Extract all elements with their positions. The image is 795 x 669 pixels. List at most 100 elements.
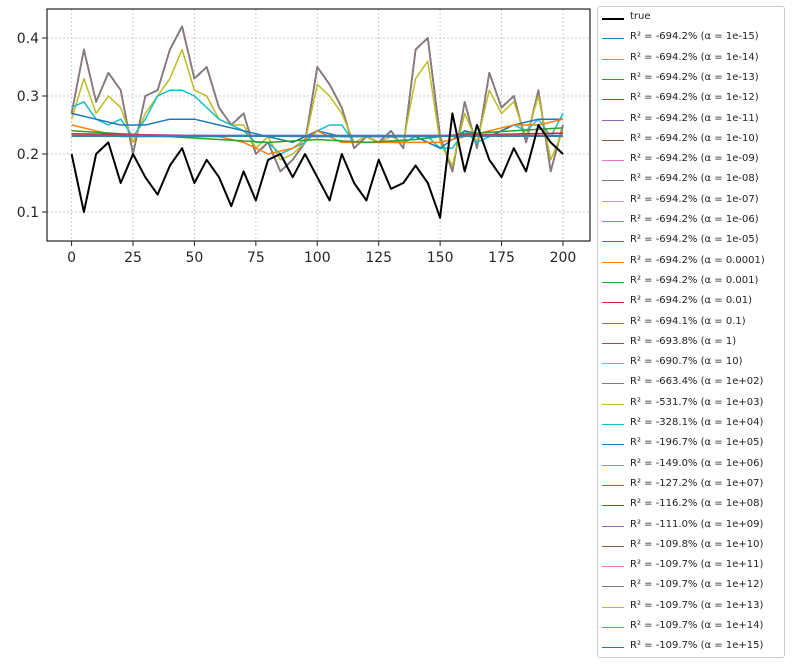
x-tick-label: 125 <box>365 250 392 266</box>
legend-entry: R² = -694.2% (α = 1e-06) <box>598 212 784 232</box>
legend-entry: true <box>598 9 784 29</box>
legend-label: R² = -109.8% (α = 1e+10) <box>630 538 764 550</box>
legend-entry: R² = -694.2% (α = 0.0001) <box>598 253 784 273</box>
legend-entry: R² = -694.2% (α = 1e-10) <box>598 131 784 151</box>
legend-label: R² = -694.2% (α = 1e-14) <box>630 51 759 63</box>
legend-swatch <box>602 586 624 588</box>
legend-label: R² = -694.2% (α = 0.01) <box>630 295 753 307</box>
legend-swatch <box>602 525 624 527</box>
legend-swatch <box>602 200 624 202</box>
y-tick-label: 0.3 <box>17 89 39 105</box>
legend-entry: R² = -694.2% (α = 0.01) <box>598 293 784 313</box>
legend-entry: R² = -109.8% (α = 1e+10) <box>598 537 784 557</box>
legend-label: R² = -196.7% (α = 1e+05) <box>630 437 764 449</box>
legend-swatch <box>602 119 624 121</box>
legend-label: R² = -694.2% (α = 0.001) <box>630 274 759 286</box>
legend-swatch <box>602 139 624 141</box>
legend-label: R² = -109.7% (α = 1e+14) <box>630 620 764 631</box>
legend-label: R² = -328.1% (α = 1e+04) <box>630 417 764 428</box>
legend-entry: R² = -149.0% (α = 1e+06) <box>598 456 784 476</box>
legend-entry: R² = -109.7% (α = 1e+12) <box>598 577 784 597</box>
legend-entry: R² = -328.1% (α = 1e+04) <box>598 415 784 435</box>
legend-label: R² = -531.7% (α = 1e+03) <box>630 396 764 408</box>
legend-entry: R² = -694.2% (α = 0.001) <box>598 273 784 293</box>
legend-label: R² = -109.7% (α = 1e+15) <box>630 640 764 652</box>
legend-entry: R² = -109.7% (α = 1e+11) <box>598 557 784 577</box>
x-tick-label: 175 <box>488 250 515 266</box>
legend-label: R² = -690.7% (α = 10) <box>630 356 743 368</box>
legend-swatch <box>602 18 624 20</box>
legend: true R² = -694.2% (α = 1e-15) R² = -694.2%… <box>597 6 785 658</box>
legend-label: R² = -109.7% (α = 1e+11) <box>630 559 764 571</box>
legend-swatch <box>602 566 624 568</box>
legend-swatch <box>602 78 624 80</box>
series-line-19 <box>70 48 564 167</box>
legend-entry: R² = -694.2% (α = 1e-09) <box>598 151 784 171</box>
legend-swatch <box>602 261 624 263</box>
x-tick-label: 25 <box>124 250 142 266</box>
legend-swatch <box>602 627 624 628</box>
axis-ticks: 0 25 50 75 100 125 150 175 200 0.1 0.2 0.3 0.4 <box>17 31 577 266</box>
legend-label: true <box>630 11 651 22</box>
legend-entry: R² = -531.7% (α = 1e+03) <box>598 395 784 415</box>
legend-swatch <box>602 647 624 649</box>
legend-swatch <box>602 545 624 547</box>
legend-swatch <box>602 464 624 466</box>
x-tick-label: 100 <box>304 250 331 266</box>
legend-swatch <box>602 302 624 304</box>
legend-label: R² = -694.2% (α = 1e-09) <box>630 153 759 165</box>
legend-entry: R² = -694.2% (α = 1e-12) <box>598 90 784 110</box>
legend-entry: R² = -690.7% (α = 10) <box>598 354 784 374</box>
legend-label: R² = -693.8% (α = 1) <box>630 335 737 347</box>
legend-entry: R² = -694.2% (α = 1e-05) <box>598 232 784 252</box>
legend-label: R² = -663.4% (α = 1e+02) <box>630 376 764 388</box>
legend-label: R² = -111.0% (α = 1e+09) <box>630 518 764 530</box>
legend-swatch <box>602 322 624 324</box>
x-tick-label: 0 <box>67 250 76 266</box>
legend-entry: R² = -116.2% (α = 1e+08) <box>598 496 784 516</box>
legend-label: R² = -694.2% (α = 1e-07) <box>630 193 759 205</box>
legend-swatch <box>602 484 624 486</box>
y-tick-label: 0.1 <box>17 205 39 221</box>
y-tick-label: 0.4 <box>17 31 39 47</box>
series-line-0 <box>70 112 564 219</box>
legend-label: R² = -116.2% (α = 1e+08) <box>630 498 764 510</box>
legend-entry: R² = -196.7% (α = 1e+05) <box>598 435 784 455</box>
legend-label: R² = -694.2% (α = 0.0001) <box>630 254 765 266</box>
legend-swatch <box>602 403 624 405</box>
x-tick-label: 200 <box>550 250 577 266</box>
legend-label: R² = -109.7% (α = 1e+12) <box>630 579 764 591</box>
x-tick-label: 50 <box>186 250 204 266</box>
series-group <box>70 25 564 219</box>
legend-entry: R² = -694.2% (α = 1e-14) <box>598 50 784 70</box>
legend-swatch <box>602 180 624 182</box>
x-tick-label: 75 <box>247 250 265 266</box>
legend-label: R² = -694.2% (α = 1e-05) <box>630 234 759 246</box>
legend-swatch <box>602 383 624 385</box>
legend-swatch <box>602 342 624 344</box>
legend-swatch <box>602 363 624 365</box>
legend-label: R² = -694.2% (α = 1e-11) <box>630 112 759 124</box>
legend-entry: R² = -694.2% (α = 1e-15) <box>598 29 784 49</box>
legend-entry: R² = -109.7% (α = 1e+15) <box>598 638 784 658</box>
legend-label: R² = -694.2% (α = 1e-10) <box>630 132 759 144</box>
legend-entry: R² = -109.7% (α = 1e+13) <box>598 598 784 618</box>
legend-entry: R² = -694.2% (α = 1e-13) <box>598 70 784 90</box>
legend-swatch <box>602 58 624 60</box>
legend-label: R² = -127.2% (α = 1e+07) <box>630 477 764 489</box>
legend-swatch <box>602 444 624 446</box>
legend-swatch <box>602 505 624 507</box>
plot-frame <box>46 8 591 242</box>
legend-swatch <box>602 221 624 222</box>
legend-swatch <box>602 160 624 162</box>
legend-entry: R² = -693.8% (α = 1) <box>598 334 784 354</box>
legend-entry: R² = -111.0% (α = 1e+09) <box>598 517 784 537</box>
legend-label: R² = -149.0% (α = 1e+06) <box>630 457 764 469</box>
legend-label: R² = -694.2% (α = 1e-15) <box>630 31 759 43</box>
x-tick-label: 150 <box>427 250 454 266</box>
legend-label: R² = -694.2% (α = 1e-08) <box>630 173 759 185</box>
legend-swatch <box>602 38 624 40</box>
legend-entry: R² = -694.1% (α = 0.1) <box>598 314 784 334</box>
legend-label: R² = -694.2% (α = 1e-13) <box>630 71 759 83</box>
